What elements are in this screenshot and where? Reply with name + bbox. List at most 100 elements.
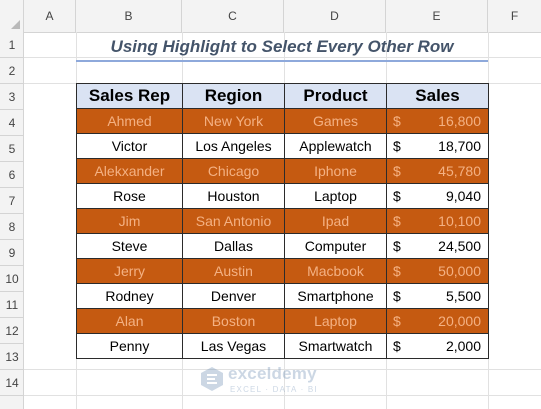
sales-table: Sales Rep Region Product Sales Ahmed New … xyxy=(76,83,489,359)
column-header-f[interactable]: F xyxy=(510,9,519,23)
cell-sales-rep[interactable]: Ahmed xyxy=(76,108,183,134)
row-header-11[interactable]: 11 xyxy=(0,292,24,318)
table-row: Ahmed New York Games $16,800 xyxy=(76,108,489,134)
column-header-bar: A B C D E F xyxy=(0,0,541,33)
cell-region[interactable]: Austin xyxy=(182,258,285,284)
currency-symbol: $ xyxy=(393,288,401,304)
cell-product[interactable]: Applewatch xyxy=(284,133,387,159)
row-header-3[interactable]: 3 xyxy=(0,84,24,110)
cell-sales[interactable]: $16,800 xyxy=(386,108,489,134)
cell-sales[interactable]: $2,000 xyxy=(386,333,489,359)
cell-product[interactable]: Smartwatch xyxy=(284,333,387,359)
row-header-7[interactable]: 7 xyxy=(0,188,24,214)
header-region[interactable]: Region xyxy=(182,83,285,109)
currency-symbol: $ xyxy=(393,113,401,129)
currency-symbol: $ xyxy=(393,163,401,179)
row-header-14[interactable]: 14 xyxy=(0,370,24,396)
table-header-row: Sales Rep Region Product Sales xyxy=(76,83,489,109)
cell-product[interactable]: Macbook xyxy=(284,258,387,284)
table-row: Jerry Austin Macbook $50,000 xyxy=(76,258,489,284)
cell-region[interactable]: San Antonio xyxy=(182,208,285,234)
cell-sales-rep[interactable]: Victor xyxy=(76,133,183,159)
cell-sales-rep[interactable]: Rose xyxy=(76,183,183,209)
column-header-e[interactable]: E xyxy=(386,0,488,32)
cell-region[interactable]: Dallas xyxy=(182,233,285,259)
cell-product[interactable]: Laptop xyxy=(284,183,387,209)
cell-product[interactable]: Laptop xyxy=(284,308,387,334)
cell-region[interactable]: Houston xyxy=(182,183,285,209)
row-header-4[interactable]: 4 xyxy=(0,110,24,136)
header-product[interactable]: Product xyxy=(284,83,387,109)
cell-sales-rep[interactable]: Jerry xyxy=(76,258,183,284)
cell-sales[interactable]: $9,040 xyxy=(386,183,489,209)
header-sales[interactable]: Sales xyxy=(386,83,489,109)
cell-product[interactable]: Games xyxy=(284,108,387,134)
column-header-b[interactable]: B xyxy=(76,0,182,32)
exceldemy-logo-icon xyxy=(201,367,223,391)
row-header-bar: 1 2 3 4 5 6 7 8 9 10 11 12 13 14 xyxy=(0,32,24,409)
select-all-icon xyxy=(11,20,20,29)
watermark-tagline: EXCEL · DATA · BI xyxy=(230,385,318,394)
cell-sales[interactable]: $24,500 xyxy=(386,233,489,259)
column-header-c[interactable]: C xyxy=(182,0,284,32)
cell-sales-rep[interactable]: Alekxander xyxy=(76,158,183,184)
exceldemy-watermark: exceldemy EXCEL · DATA · BI xyxy=(200,364,350,400)
cell-sales[interactable]: $5,500 xyxy=(386,283,489,309)
table-row: Rodney Denver Smartphone $5,500 xyxy=(76,283,489,309)
cell-region[interactable]: Los Angeles xyxy=(182,133,285,159)
cell-sales-rep[interactable]: Steve xyxy=(76,233,183,259)
row-header-12[interactable]: 12 xyxy=(0,318,24,344)
currency-symbol: $ xyxy=(393,188,401,204)
cell-region[interactable]: Boston xyxy=(182,308,285,334)
select-all-button[interactable] xyxy=(0,0,24,32)
currency-symbol: $ xyxy=(393,138,401,154)
table-row: Rose Houston Laptop $9,040 xyxy=(76,183,489,209)
currency-symbol: $ xyxy=(393,238,401,254)
cell-sales-rep[interactable]: Penny xyxy=(76,333,183,359)
row-header-13[interactable]: 13 xyxy=(0,344,24,370)
sheet-title[interactable]: Using Highlight to Select Every Other Ro… xyxy=(110,37,454,56)
sales-amount: 2,000 xyxy=(445,338,481,354)
sales-amount: 16,800 xyxy=(438,113,481,129)
cell-region[interactable]: New York xyxy=(182,108,285,134)
cell-sales-rep[interactable]: Alan xyxy=(76,308,183,334)
currency-symbol: $ xyxy=(393,213,401,229)
cell-product[interactable]: Computer xyxy=(284,233,387,259)
row-header-2[interactable]: 2 xyxy=(0,58,24,84)
title-underline xyxy=(76,60,488,62)
column-header-a[interactable]: A xyxy=(24,0,76,32)
sales-amount: 5,500 xyxy=(445,288,481,304)
table-body: Ahmed New York Games $16,800 Victor Los Angel… xyxy=(76,108,489,359)
cell-sales-rep[interactable]: Jim xyxy=(76,208,183,234)
sales-amount: 45,780 xyxy=(438,163,481,179)
cell-sales[interactable]: $50,000 xyxy=(386,258,489,284)
column-header-d[interactable]: D xyxy=(284,0,386,32)
cell-sales[interactable]: $45,780 xyxy=(386,158,489,184)
sales-amount: 24,500 xyxy=(438,238,481,254)
currency-symbol: $ xyxy=(393,338,401,354)
cell-product[interactable]: Iphone xyxy=(284,158,387,184)
cell-sales[interactable]: $18,700 xyxy=(386,133,489,159)
watermark-name: exceldemy xyxy=(228,364,317,383)
currency-symbol: $ xyxy=(393,313,401,329)
cell-product[interactable]: Ipad xyxy=(284,208,387,234)
row-header-9[interactable]: 9 xyxy=(0,240,24,266)
cell-region[interactable]: Chicago xyxy=(182,158,285,184)
cell-sales-rep[interactable]: Rodney xyxy=(76,283,183,309)
cell-region[interactable]: Las Vegas xyxy=(182,333,285,359)
table-row: Victor Los Angeles Applewatch $18,700 xyxy=(76,133,489,159)
cell-product[interactable]: Smartphone xyxy=(284,283,387,309)
cell-region[interactable]: Denver xyxy=(182,283,285,309)
row-header-6[interactable]: 6 xyxy=(0,162,24,188)
currency-symbol: $ xyxy=(393,263,401,279)
sales-amount: 9,040 xyxy=(445,188,481,204)
cell-sales[interactable]: $10,100 xyxy=(386,208,489,234)
header-sales-rep[interactable]: Sales Rep xyxy=(76,83,183,109)
row-header-1[interactable]: 1 xyxy=(0,32,24,58)
row-header-5[interactable]: 5 xyxy=(0,136,24,162)
row-header-8[interactable]: 8 xyxy=(0,214,24,240)
cell-sales[interactable]: $20,000 xyxy=(386,308,489,334)
table-row: Penny Las Vegas Smartwatch $2,000 xyxy=(76,333,489,359)
row-header-10[interactable]: 10 xyxy=(0,266,24,292)
